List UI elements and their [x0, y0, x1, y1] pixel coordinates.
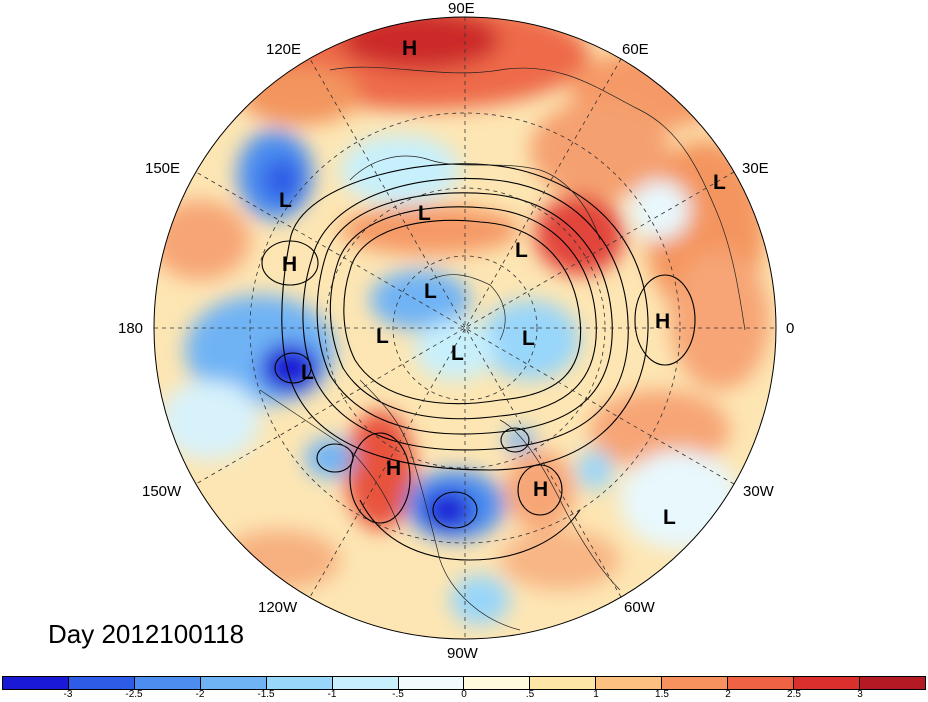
colorbar-swatch	[728, 677, 795, 689]
low-center: L	[376, 325, 389, 348]
high-center: H	[282, 253, 297, 276]
lon-120e-label: 120E	[266, 41, 301, 58]
colorbar-swatch	[134, 677, 201, 689]
low-center: L	[515, 239, 528, 262]
high-center: H	[655, 310, 670, 333]
colorbar-swatch	[68, 677, 135, 689]
colorbar-swatch	[200, 677, 267, 689]
colorbar-swatch	[596, 677, 663, 689]
colorbar-tick-label: -2.5	[125, 689, 143, 700]
colorbar-tick-label: -1.5	[257, 689, 275, 700]
high-center: H	[386, 457, 401, 480]
colorbar-ticks: -3 -2.5 -2 -1.5 -1 -.5 0 .5 1 1.5 2 2.5 3	[2, 689, 926, 702]
low-center: L	[663, 506, 676, 529]
lon-30e-label: 30E	[742, 160, 769, 177]
colorbar-tick-label: 1	[593, 689, 599, 700]
colorbar-tick-label: -1	[327, 689, 337, 700]
high-center: H	[402, 37, 417, 60]
low-center: L	[451, 342, 464, 365]
lon-0-label: 0	[786, 320, 794, 337]
colorbar-swatch	[398, 677, 465, 689]
low-center: L	[279, 189, 292, 212]
colorbar-tick-label: -2	[195, 689, 205, 700]
pressure-centers: H H H H H L L L L L L L L L L	[279, 37, 726, 529]
contour-lines	[261, 163, 696, 561]
colorbar-swatch	[859, 677, 925, 689]
colorbar-swatch	[332, 677, 399, 689]
colorbar-swatch	[530, 677, 597, 689]
low-center: L	[522, 327, 535, 350]
lon-60e-label: 60E	[622, 41, 649, 58]
date-label: Day 2012100118	[48, 619, 245, 649]
colorbar-tick-label: .5	[525, 689, 535, 700]
colorbar-swatch	[794, 677, 860, 689]
colorbar-tick-label: -.5	[392, 689, 404, 700]
map-boundary	[153, 16, 777, 640]
lon-90w-label: 90W	[447, 645, 479, 662]
lon-150e-label: 150E	[145, 160, 180, 177]
colorbar-swatch	[464, 677, 531, 689]
longitude-labels: 90E 60E 120E 150E 30E 180 0 150W 30W 120…	[118, 0, 794, 662]
anomaly-field	[154, 17, 776, 639]
lon-150w-label: 150W	[142, 483, 182, 500]
lon-60w-label: 60W	[624, 599, 656, 616]
high-center: H	[533, 478, 548, 501]
colorbar-tick-label: 0	[461, 689, 467, 700]
low-center: L	[418, 202, 431, 225]
colorbar-tick-label: 1.5	[655, 689, 669, 700]
lon-180-label: 180	[118, 320, 143, 337]
low-center: L	[424, 280, 437, 303]
colorbar-tick-label: 2	[725, 689, 731, 700]
low-center: L	[301, 361, 314, 384]
colorbar-tick-label: 2.5	[787, 689, 801, 700]
graticule	[154, 17, 776, 639]
colorbar-swatch	[266, 677, 333, 689]
low-center: L	[713, 171, 726, 194]
lon-90e-label: 90E	[448, 0, 475, 17]
colorbar-tick-label: -3	[63, 689, 73, 700]
coastlines	[259, 66, 746, 631]
colorbar-swatch	[3, 677, 69, 689]
colorbar-tick-label: 3	[857, 689, 863, 700]
lon-30w-label: 30W	[743, 483, 775, 500]
lon-120w-label: 120W	[258, 599, 298, 616]
colorbar-swatch	[662, 677, 729, 689]
anomaly-blobs	[154, 17, 770, 625]
colorbar	[2, 676, 926, 690]
